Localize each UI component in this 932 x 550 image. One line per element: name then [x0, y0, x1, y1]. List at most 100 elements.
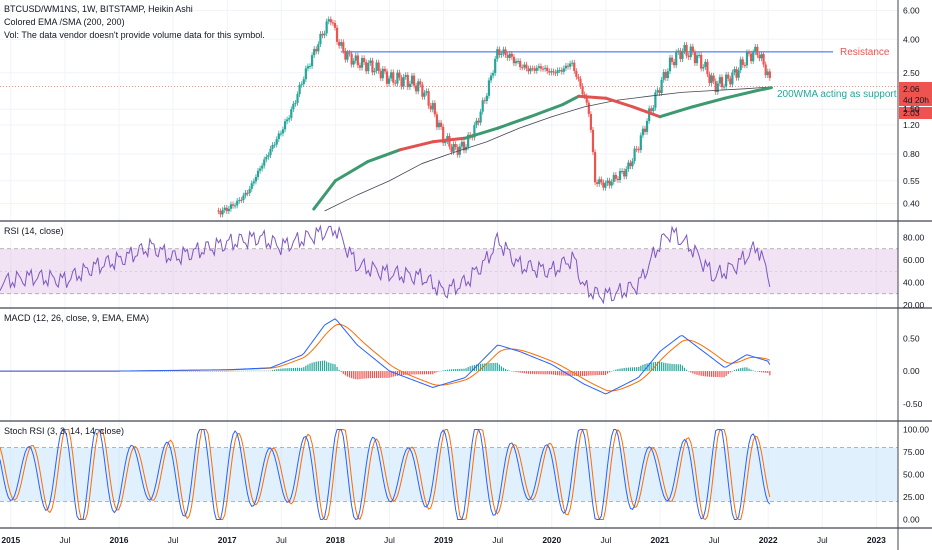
candle-body — [481, 100, 484, 112]
candle-body — [400, 77, 403, 87]
macd-histogram-bar — [363, 371, 365, 379]
candle-body — [747, 52, 751, 54]
macd-histogram-bar — [167, 370, 170, 372]
macd-histogram-bar — [611, 371, 613, 372]
ema-200-segment — [604, 96, 635, 109]
macd-histogram-bar — [336, 366, 338, 372]
macd-histogram-bar — [471, 365, 473, 372]
candle-body — [265, 156, 268, 160]
candle-body — [537, 66, 540, 68]
candle-body — [677, 50, 680, 53]
candle-body — [710, 75, 713, 83]
macd-histogram-bar — [419, 371, 421, 375]
candle-body — [415, 85, 418, 92]
macd-histogram-bar — [375, 371, 378, 379]
macd-histogram-bar — [717, 371, 719, 378]
candle-body — [664, 71, 667, 79]
candle-body — [760, 54, 763, 59]
macd-histogram-bar — [321, 360, 324, 372]
macd-histogram-bar — [332, 363, 334, 372]
candle-body — [410, 75, 414, 84]
macd-histogram-bar — [194, 370, 197, 372]
candle-body — [660, 79, 663, 94]
candle-body — [240, 199, 243, 201]
macd-histogram-bar — [696, 371, 698, 375]
candle-body — [591, 129, 595, 153]
macd-histogram-bar — [348, 371, 351, 378]
macd-histogram-bar — [515, 371, 517, 373]
macd-histogram-bar — [511, 371, 513, 372]
macd-tick-label: 0.00 — [903, 366, 920, 376]
x-tick-label: Jul — [817, 535, 828, 545]
macd-histogram-bar — [633, 367, 636, 372]
candle-body — [531, 68, 534, 70]
macd-histogram-bar — [351, 371, 353, 379]
macd-histogram-bar — [276, 369, 278, 372]
candle-body — [706, 61, 709, 75]
x-tick-label: Jul — [384, 535, 395, 545]
macd-histogram-bar — [292, 367, 294, 372]
macd-histogram-bar — [642, 364, 644, 372]
macd-histogram-bar — [710, 371, 713, 377]
candle-body — [681, 51, 684, 60]
candle-body — [308, 66, 312, 68]
countdown-value: 4d 20h — [903, 95, 929, 105]
candle-body — [650, 108, 653, 112]
macd-histogram-bar — [463, 368, 465, 372]
candle-body — [439, 122, 443, 127]
ema-value: 2.03 — [903, 108, 920, 118]
macd-histogram-bar — [557, 371, 559, 376]
macd-histogram-bar — [311, 362, 313, 372]
candle-body — [283, 121, 287, 130]
x-tick-label: Jul — [168, 535, 179, 545]
candle-body — [369, 60, 372, 63]
sma-200-line — [324, 86, 772, 212]
macd-histogram-bar — [323, 360, 326, 372]
macd-histogram-bar — [246, 370, 249, 372]
macd-histogram-bar — [640, 365, 642, 372]
macd-histogram-bar — [251, 370, 253, 372]
candle-body — [641, 128, 645, 136]
candle-body — [363, 58, 366, 63]
rsi-pane — [0, 224, 898, 305]
macd-histogram-bar — [681, 365, 684, 372]
macd-histogram-bar — [163, 370, 165, 372]
macd-histogram-bar — [762, 371, 765, 373]
candle-body — [541, 68, 545, 70]
macd-histogram-bar — [299, 367, 301, 372]
ema-200-segment — [723, 88, 759, 100]
macd-histogram-bar — [409, 371, 411, 375]
macd-histogram-bar — [417, 371, 419, 375]
macd-histogram-bar — [740, 368, 742, 372]
candle-body — [498, 49, 501, 55]
macd-histogram-bar — [240, 370, 242, 372]
macd-histogram-bar — [621, 368, 623, 372]
price-pane — [0, 16, 898, 218]
candle-body — [387, 78, 391, 84]
candle-body — [558, 70, 561, 72]
macd-histogram-bar — [692, 371, 694, 374]
x-axis-labels: 2015 Jul 2016 Jul 2017 Jul 2018 Jul 2019 Jul 2020 J… — [1, 535, 886, 545]
candle-body — [673, 61, 676, 66]
candle-body — [435, 114, 439, 128]
candle-body — [352, 60, 355, 65]
macd-histogram-bar — [338, 369, 340, 372]
ema-200-segment — [496, 115, 532, 130]
candle-body — [454, 144, 457, 148]
macd-histogram-bar — [504, 368, 507, 372]
macd-histogram-bar — [667, 363, 669, 372]
candle-body — [375, 62, 378, 71]
candle-body — [658, 90, 661, 94]
macd-histogram-bar — [571, 371, 573, 376]
macd-histogram-bar — [534, 371, 536, 375]
candle-body — [656, 90, 659, 93]
candle-body — [504, 49, 507, 55]
ema-200-segment — [577, 94, 608, 100]
candle-body — [244, 192, 247, 196]
stoch-tick-label: 75.00 — [903, 447, 925, 457]
ema-200-segment — [431, 136, 467, 144]
candle-body — [319, 33, 322, 45]
macd-histogram-bar — [590, 371, 592, 376]
